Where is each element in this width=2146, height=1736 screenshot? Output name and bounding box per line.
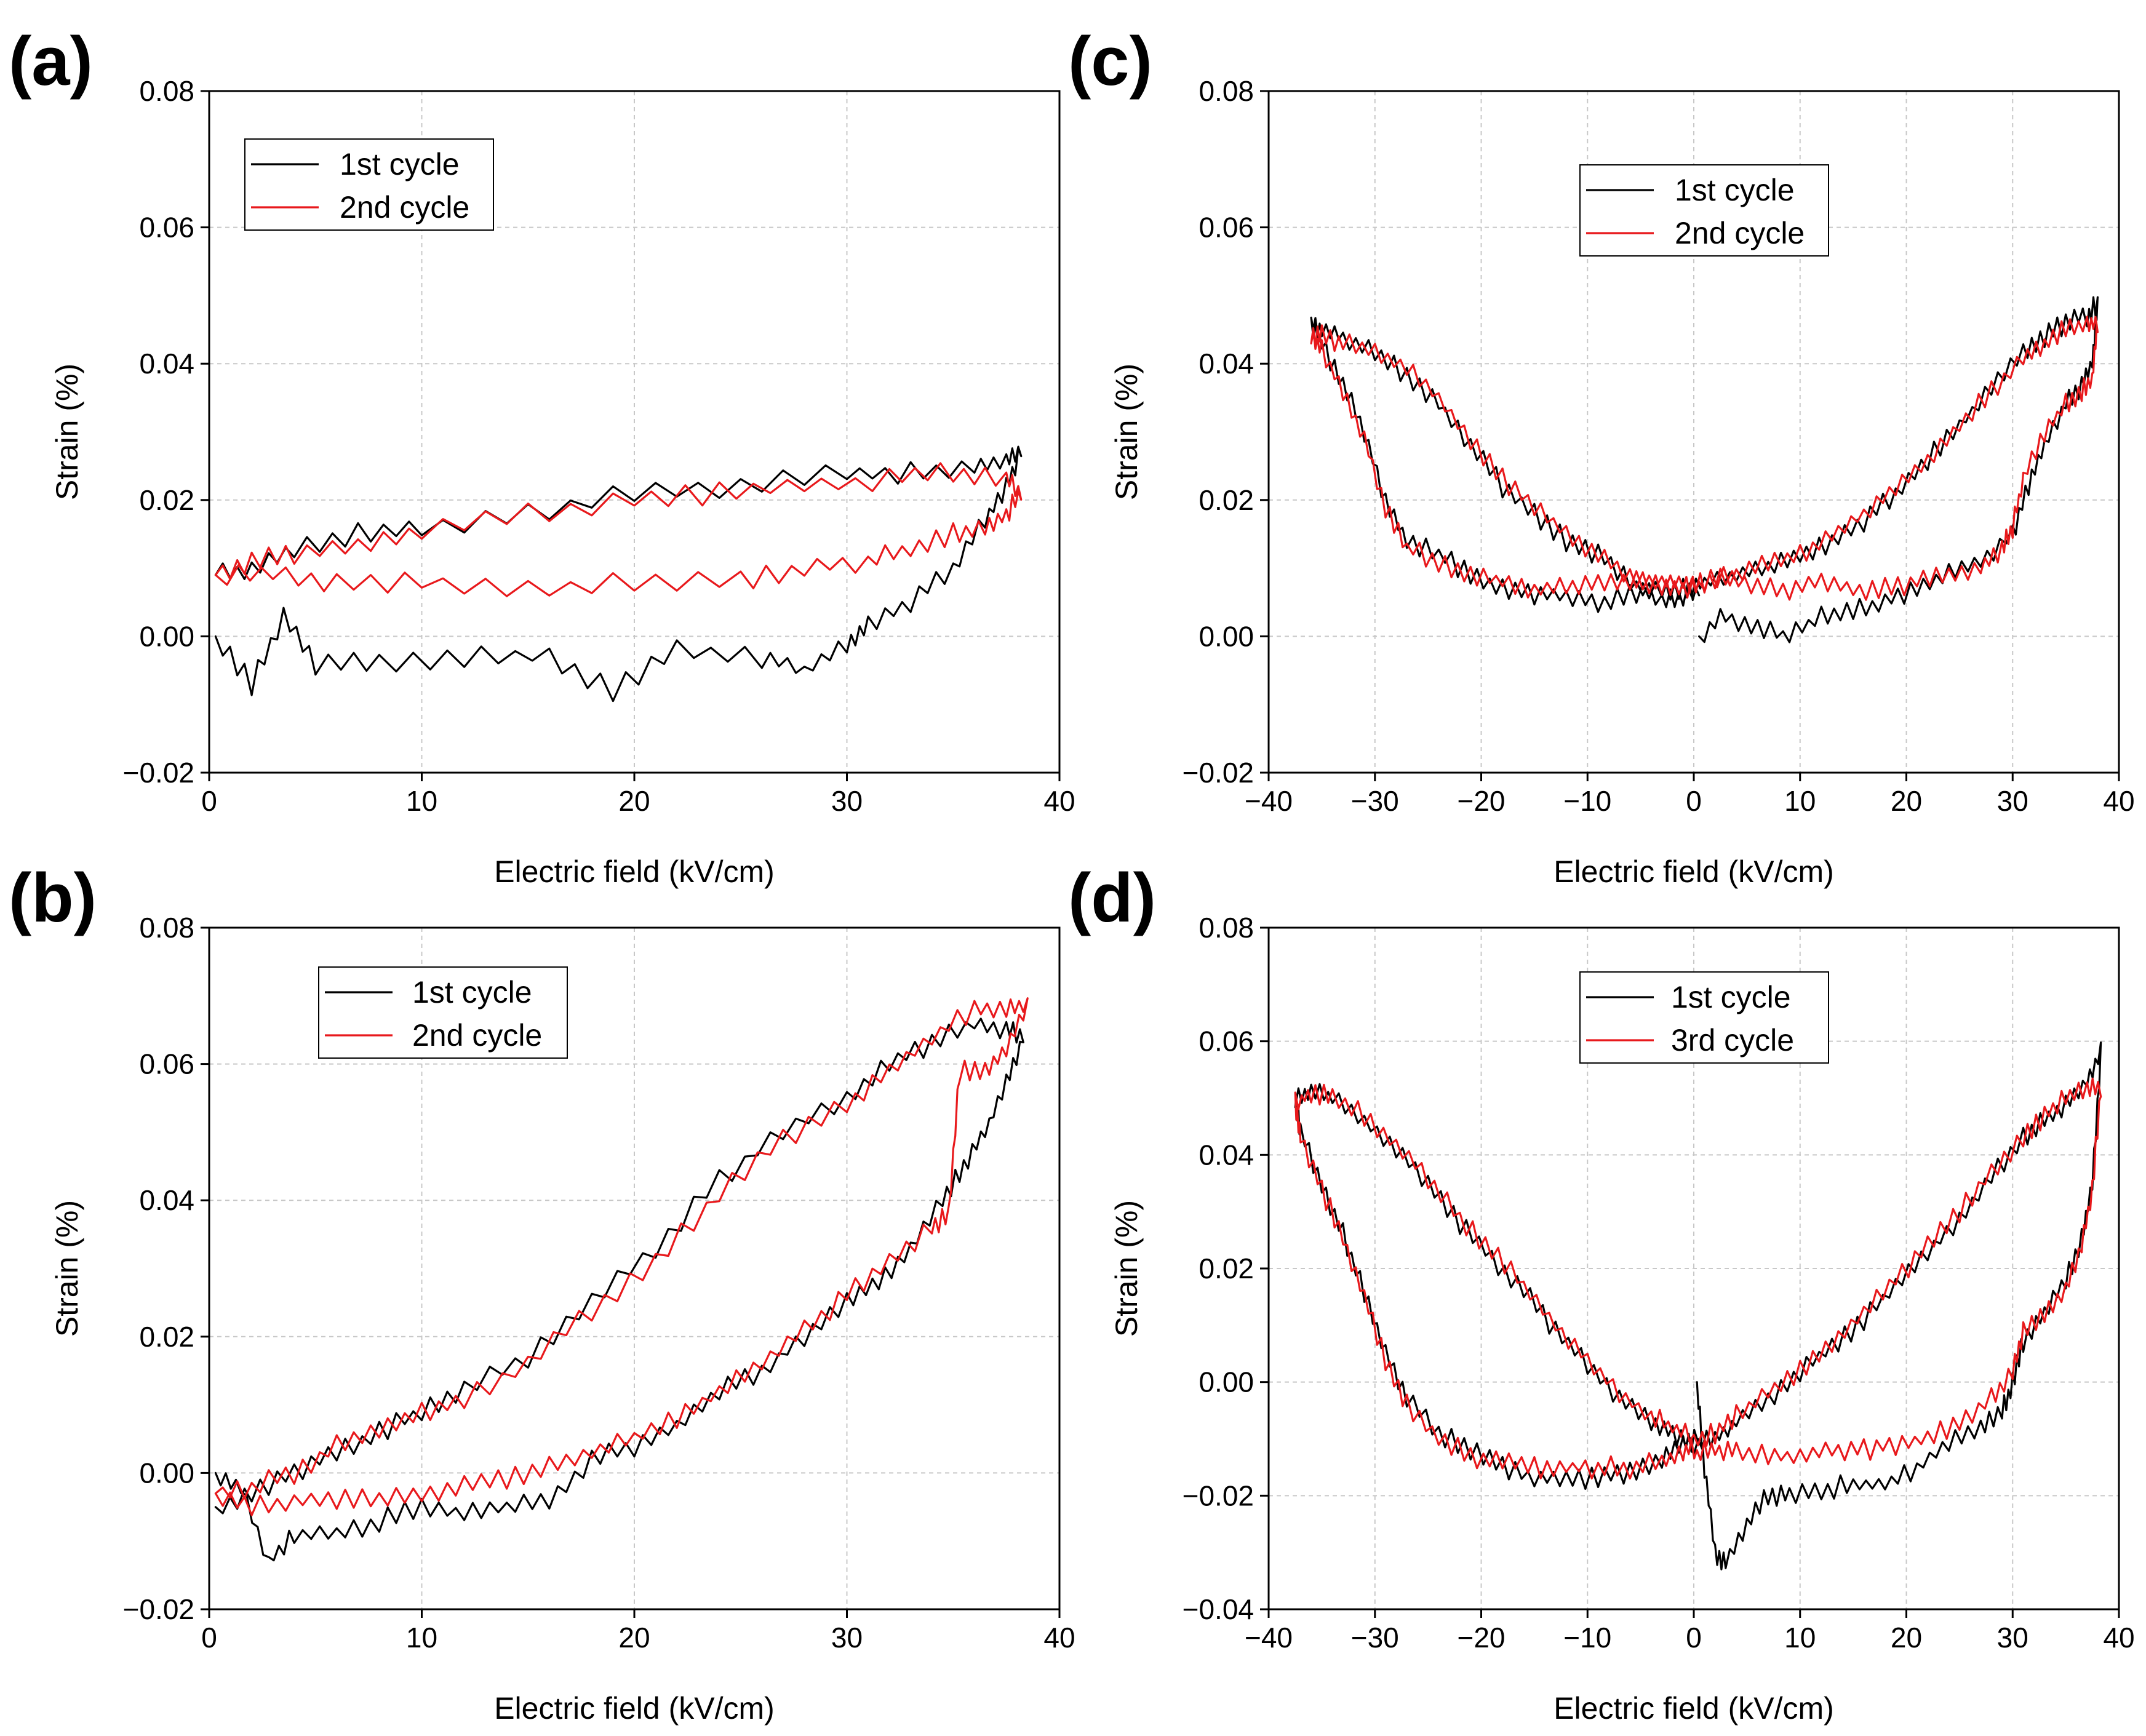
- x-tick-label-b-2: 20: [618, 1622, 650, 1654]
- x-tick-label-b-4: 40: [1043, 1622, 1075, 1654]
- y-tick-label-a-3: 0.04: [139, 348, 194, 380]
- y-tick-label-a-1: 0.00: [139, 620, 194, 652]
- y-tick-label-c-4: 0.06: [1199, 212, 1254, 244]
- legend-label-b-2nd: 2nd cycle: [412, 1018, 542, 1053]
- panel-label-c: (c): [1068, 23, 1152, 100]
- legend-box-a: [244, 138, 494, 231]
- y-axis-label-a: Strain (%): [50, 364, 84, 500]
- x-tick-label-d-6: 20: [1891, 1622, 1922, 1654]
- panel-label-b: (b): [9, 859, 97, 936]
- legend-label-d-3rd: 3rd cycle: [1671, 1023, 1794, 1057]
- x-tick-label-d-5: 10: [1784, 1622, 1816, 1654]
- panel-a: (a) 0 10 20 30 40 −0.02 0.00 0.02 0.04 0.06 0.08 E…: [9, 23, 1075, 889]
- legend-a: 1st cycle 2nd cycle: [244, 138, 494, 231]
- y-tick-label-c-0: −0.02: [1183, 757, 1254, 789]
- x-tick-label-c-2: −20: [1457, 785, 1505, 817]
- legend-label-b-1st: 1st cycle: [412, 975, 532, 1009]
- x-tick-label-c-1: −30: [1351, 785, 1399, 817]
- x-tick-label-d-4: 0: [1686, 1622, 1702, 1654]
- x-tick-label-a-4: 40: [1043, 785, 1075, 817]
- legend-c: 1st cycle 2nd cycle: [1579, 164, 1829, 257]
- legend-box-d: [1579, 971, 1829, 1064]
- legend-label-c-1st: 1st cycle: [1675, 173, 1795, 207]
- y-axis-label-b: Strain (%): [50, 1200, 84, 1337]
- y-tick-label-d-3: 0.02: [1199, 1252, 1254, 1284]
- x-tick-label-c-7: 30: [1997, 785, 2028, 817]
- legend-d: 1st cycle 3rd cycle: [1579, 971, 1829, 1064]
- y-tick-label-d-2: 0.00: [1199, 1366, 1254, 1398]
- y-tick-label-a-0: −0.02: [123, 757, 194, 789]
- x-tick-label-c-6: 20: [1891, 785, 1922, 817]
- x-tick-label-d-3: −10: [1563, 1622, 1611, 1654]
- x-tick-label-c-8: 40: [2103, 785, 2134, 817]
- y-tick-label-d-6: 0.08: [1199, 912, 1254, 944]
- legend-label-a-2nd: 2nd cycle: [340, 190, 469, 225]
- y-tick-label-d-0: −0.04: [1183, 1593, 1254, 1625]
- x-tick-label-d-1: −30: [1351, 1622, 1399, 1654]
- y-tick-label-a-2: 0.02: [139, 484, 194, 516]
- series-line-b-2nd-cycle: [214, 997, 1029, 1516]
- y-tick-label-c-5: 0.08: [1199, 75, 1254, 107]
- x-tick-label-d-0: −40: [1245, 1622, 1293, 1654]
- y-tick-label-c-1: 0.00: [1199, 620, 1254, 652]
- x-axis-label-c: Electric field (kV/cm): [1554, 854, 1834, 889]
- y-axis-label-c: Strain (%): [1109, 364, 1144, 500]
- y-tick-label-c-3: 0.04: [1199, 348, 1254, 380]
- x-tick-label-b-0: 0: [201, 1622, 217, 1654]
- x-axis-label-d: Electric field (kV/cm): [1554, 1691, 1834, 1726]
- y-tick-label-a-4: 0.06: [139, 212, 194, 244]
- y-tick-label-d-1: −0.02: [1183, 1479, 1254, 1511]
- x-tick-label-b-1: 10: [406, 1622, 437, 1654]
- y-tick-label-b-2: 0.02: [139, 1321, 194, 1353]
- panel-c: (c) −40 −30 −20 −10 0 10 20 30 40 −0.02 0.00 0.02 0.…: [1068, 23, 2135, 889]
- y-tick-label-c-2: 0.02: [1199, 484, 1254, 516]
- panel-label-d: (d): [1068, 859, 1156, 936]
- panel-label-a: (a): [9, 23, 93, 100]
- x-tick-label-a-0: 0: [201, 785, 217, 817]
- y-tick-label-b-0: −0.02: [123, 1593, 194, 1625]
- legend-label-d-1st: 1st cycle: [1671, 980, 1791, 1014]
- y-tick-label-d-4: 0.04: [1199, 1139, 1254, 1171]
- x-tick-label-c-3: −10: [1563, 785, 1611, 817]
- x-axis-label-a: Electric field (kV/cm): [494, 854, 775, 889]
- x-tick-label-a-2: 20: [618, 785, 650, 817]
- panel-d: (d) −40 −30 −20 −10 0 10 20 30 40 −0.04 −0.02 0.00 0…: [1068, 859, 2135, 1726]
- panel-b: (b) 0 10 20 30 40 −0.02 0.00 0.02 0.04 0.06 0.08 E…: [9, 859, 1075, 1726]
- series-line-a-2nd-cycle: [214, 462, 1023, 597]
- legend-label-a-1st: 1st cycle: [340, 147, 460, 181]
- y-tick-label-b-3: 0.04: [139, 1184, 194, 1216]
- series-line-d-3rd-cycle: [1294, 1077, 2102, 1479]
- series-line-b-1st-cycle: [214, 1017, 1024, 1562]
- y-tick-label-a-5: 0.08: [139, 75, 194, 107]
- legend-box-c: [1579, 164, 1829, 257]
- y-tick-label-b-5: 0.08: [139, 912, 194, 944]
- y-tick-label-d-5: 0.06: [1199, 1025, 1254, 1057]
- x-axis-label-b: Electric field (kV/cm): [494, 1691, 775, 1726]
- x-tick-label-d-2: −20: [1457, 1622, 1505, 1654]
- x-tick-label-c-0: −40: [1245, 785, 1293, 817]
- legend-b: 1st cycle 2nd cycle: [318, 966, 568, 1059]
- x-tick-label-d-7: 30: [1997, 1622, 2028, 1654]
- y-tick-label-b-1: 0.00: [139, 1457, 194, 1489]
- x-tick-label-b-3: 30: [831, 1622, 863, 1654]
- y-axis-label-d: Strain (%): [1109, 1200, 1144, 1337]
- x-tick-label-c-4: 0: [1686, 785, 1702, 817]
- legend-box-b: [318, 966, 568, 1059]
- series-line-c-2nd-cycle: [1310, 316, 2099, 601]
- x-tick-label-a-1: 10: [406, 785, 437, 817]
- legend-label-c-2nd: 2nd cycle: [1675, 216, 1805, 250]
- x-tick-label-a-3: 30: [831, 785, 863, 817]
- y-tick-label-b-4: 0.06: [139, 1048, 194, 1080]
- x-tick-label-c-5: 10: [1784, 785, 1816, 817]
- x-tick-label-d-8: 40: [2103, 1622, 2134, 1654]
